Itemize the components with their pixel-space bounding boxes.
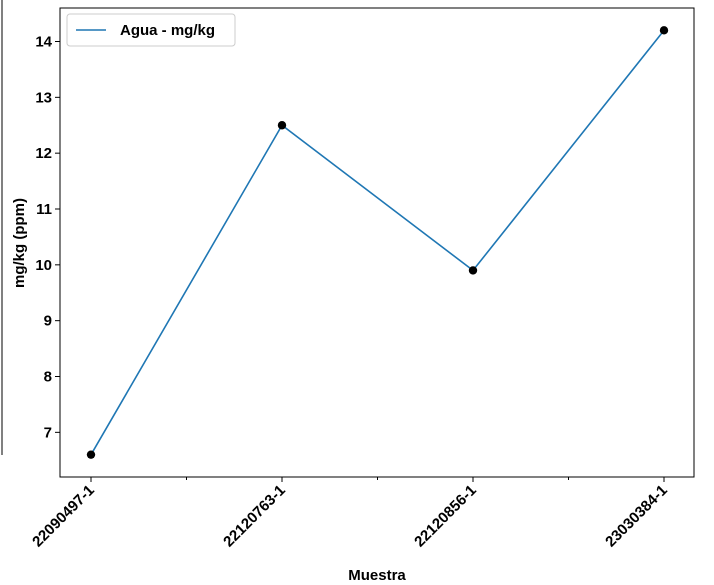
series-line xyxy=(90,29,665,456)
plot-area-frame xyxy=(59,7,695,478)
data-point xyxy=(468,266,478,275)
y-tick-label: 12 xyxy=(35,145,52,162)
x-tick-label: 22120856-1 xyxy=(411,482,480,551)
y-tick-label: 13 xyxy=(35,89,52,106)
x-tick-label: 22090497-1 xyxy=(29,482,98,551)
data-point xyxy=(86,450,96,459)
legend-label: Agua - mg/kg xyxy=(120,22,215,39)
x-tick-label: 23030384-1 xyxy=(602,482,671,551)
y-tick-label: 8 xyxy=(44,369,52,386)
y-tick-label: 9 xyxy=(44,313,52,330)
y-tick-label: 7 xyxy=(44,424,52,441)
data-point xyxy=(277,121,287,130)
y-tick-label: 14 xyxy=(35,34,52,51)
legend: Agua - mg/kg xyxy=(66,13,236,47)
y-tick-label: 11 xyxy=(36,201,52,218)
x-axis-label: Muestra xyxy=(348,567,406,584)
data-point xyxy=(659,26,669,35)
y-axis-label: mg/kg (ppm) xyxy=(11,198,28,288)
y-tick-label: 10 xyxy=(35,257,52,274)
x-tick-label: 22120763-1 xyxy=(220,482,289,551)
legend-box xyxy=(66,13,236,47)
